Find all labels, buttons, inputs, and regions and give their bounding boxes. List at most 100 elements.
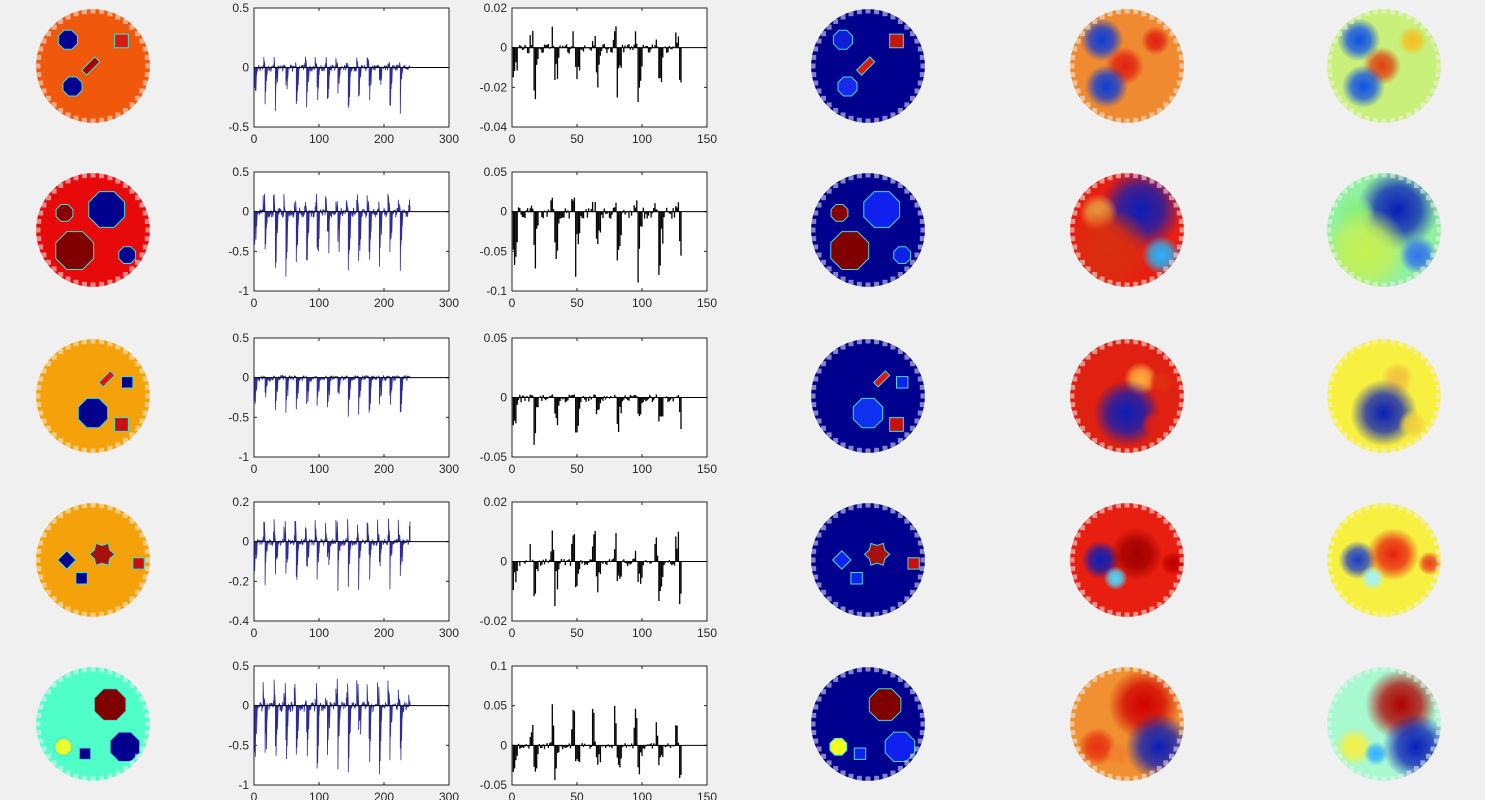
signal-bar: [547, 561, 550, 564]
signal-bar: [565, 211, 568, 213]
signal-bar: [534, 211, 537, 269]
inclusion-cross: [872, 370, 891, 388]
inclusion-circle: [830, 204, 849, 222]
inclusion-star: [863, 542, 891, 566]
signal-bar: [568, 743, 570, 746]
signal-bar: [630, 561, 633, 564]
disk-pixel-edge: [1326, 8, 1442, 124]
inclusion-cross: [97, 370, 116, 388]
edge-pixel: [1413, 765, 1419, 771]
signal-bar: [680, 47, 682, 83]
inclusion-square: [132, 557, 145, 570]
edge-pixel: [816, 38, 822, 44]
signal-plot-r3-c2: 0.50-0.5-10 100 200 300: [228, 331, 459, 476]
y-tick-label: 0: [242, 205, 249, 219]
signal-bar: [577, 561, 579, 574]
signal-bar: [547, 745, 550, 748]
edge-pixel: [1398, 341, 1404, 347]
edge-pixel: [909, 425, 915, 431]
y-tick-label: 0.05: [484, 165, 508, 179]
signal-bar: [541, 561, 543, 565]
signal-bar: [675, 32, 677, 49]
signal-bar: [513, 397, 516, 421]
signal-bar: [585, 561, 587, 564]
edge-pixel: [35, 227, 41, 233]
edge-pixel: [81, 117, 87, 123]
edge-pixel: [1176, 376, 1182, 382]
signal-bar: [634, 31, 637, 49]
edge-pixel: [1163, 432, 1169, 438]
edge-pixel: [129, 354, 135, 360]
edge-pixel: [73, 279, 79, 285]
edge-pixel: [1406, 770, 1412, 776]
signal-bar: [671, 561, 673, 566]
disk-pixel-edge: [1069, 666, 1185, 782]
signal-bar: [564, 45, 566, 49]
signal-bar: [537, 47, 539, 60]
edge-pixel: [1075, 418, 1081, 424]
y-tick-label: 0.5: [232, 165, 249, 179]
disk-pixel-edge: [1069, 172, 1185, 288]
edge-pixel: [46, 31, 52, 37]
edge-pixel: [122, 107, 128, 113]
edge-pixel: [1085, 596, 1091, 602]
edge-pixel: [1372, 9, 1378, 15]
signal-bar: [651, 397, 654, 403]
edge-pixel: [904, 518, 910, 524]
edge-pixel: [856, 503, 862, 509]
signal-bar: [634, 394, 637, 398]
signal-bar: [537, 561, 539, 572]
edge-pixel: [99, 775, 105, 781]
signal-bar: [537, 211, 539, 226]
edge-pixel: [840, 276, 846, 282]
signal-bar: [636, 43, 638, 49]
signal-bar: [580, 211, 582, 217]
edge-pixel: [1329, 46, 1335, 52]
edge-pixel: [909, 259, 915, 265]
edge-pixel: [58, 513, 64, 519]
signal-bar: [606, 211, 608, 215]
edge-pixel: [874, 503, 880, 509]
signal-bar: [530, 45, 533, 49]
signal-bar: [588, 397, 590, 401]
signal-bar: [647, 47, 650, 53]
edge-pixel: [1435, 566, 1441, 572]
edge-pixel: [142, 540, 148, 546]
edge-pixel: [840, 442, 846, 448]
edge-pixel: [1156, 107, 1162, 113]
edge-pixel: [46, 425, 52, 431]
edge-pixel: [821, 259, 827, 265]
edge-pixel: [1381, 666, 1387, 672]
edge-pixel: [65, 14, 71, 20]
signal-bar: [598, 47, 600, 65]
signal-plot-r1-c3: 0.020-0.02-0.040 50 100 150: [480, 1, 718, 146]
edge-pixel: [1072, 738, 1078, 744]
edge-pixel: [856, 611, 862, 617]
edge-pixel: [134, 525, 140, 531]
edge-pixel: [914, 88, 920, 94]
signal-bar: [578, 47, 581, 71]
edge-pixel: [1173, 368, 1179, 374]
signal-bar: [542, 394, 544, 398]
signal-bar: [515, 397, 517, 424]
edge-pixel: [1156, 677, 1162, 683]
edge-pixel: [840, 606, 846, 612]
edge-pixel: [810, 721, 816, 727]
edge-pixel: [1326, 721, 1332, 727]
edge-pixel: [115, 178, 121, 184]
edge-pixel: [833, 183, 839, 189]
signal-bar: [560, 211, 563, 219]
signal-bar: [647, 211, 650, 216]
disk-image-r4-c4: [810, 502, 926, 618]
edge-pixel: [917, 210, 923, 216]
edge-pixel: [1176, 738, 1182, 744]
signal-bar: [679, 745, 681, 778]
signal-bar: [529, 35, 531, 49]
signal-bar: [560, 397, 563, 399]
edge-pixel: [1327, 54, 1333, 60]
edge-pixel: [1406, 112, 1412, 118]
edge-pixel: [856, 281, 862, 287]
edge-pixel: [816, 696, 822, 702]
signal-bar: [580, 47, 582, 50]
edge-pixel: [890, 344, 896, 350]
